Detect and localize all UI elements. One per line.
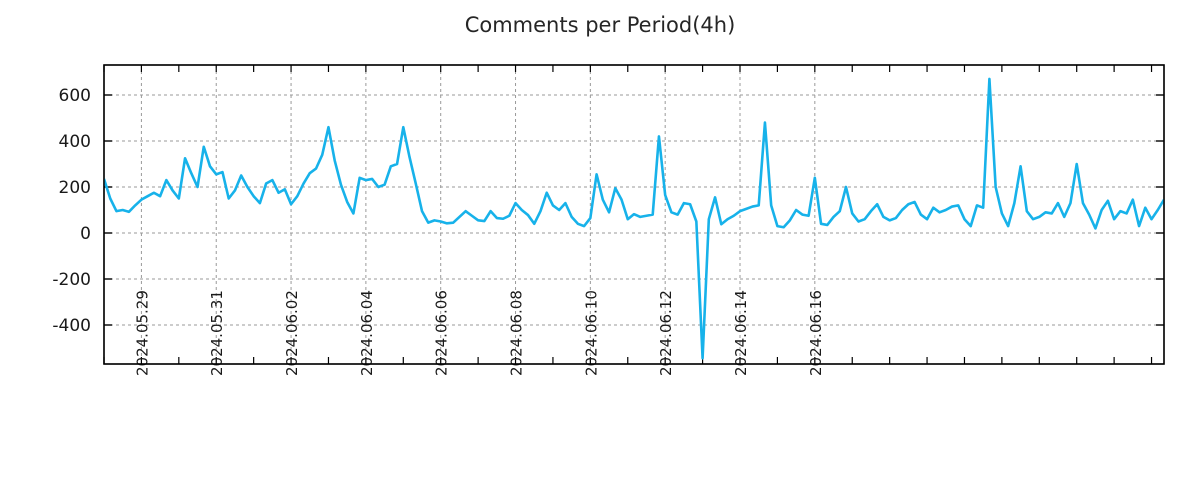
x-tick-label: 2024.06.08 [508,290,526,376]
x-tick-label: 2024.06.16 [807,290,825,376]
chart-title: Comments per Period(4h) [464,13,736,37]
y-tick-label: 400 [59,132,91,152]
plot-area-outline [103,64,1165,365]
y-tick-label: -200 [52,270,91,290]
x-tick-label: 2024.06.14 [732,290,750,376]
y-tick-label: 200 [59,178,91,198]
x-tick-label: 2024.06.02 [283,290,301,376]
x-tick-labels: 2024.05.29 2024.05.31 2024.06.02 2024.06.04… [133,290,824,376]
y-tick-label: 0 [80,224,91,244]
y-tick-label: 600 [59,86,91,106]
x-tick-label: 2024.05.31 [208,290,226,376]
y-tick-labels: -400 -200 0 200 400 600 [52,86,91,336]
x-gridlines [140,65,816,364]
x-tick-label: 2024.06.06 [433,290,451,376]
data-series [104,77,1164,360]
x-tick-label: 2024.06.12 [657,290,675,376]
x-tick-label: 2024.06.10 [582,290,600,376]
x-tick-label: 2024.06.04 [358,290,376,376]
x-tick-label: 2024.05.29 [133,290,151,376]
series-line-comments [104,77,1164,360]
y-tick-label: -400 [52,316,91,336]
x-axis-ticks [103,65,1153,364]
